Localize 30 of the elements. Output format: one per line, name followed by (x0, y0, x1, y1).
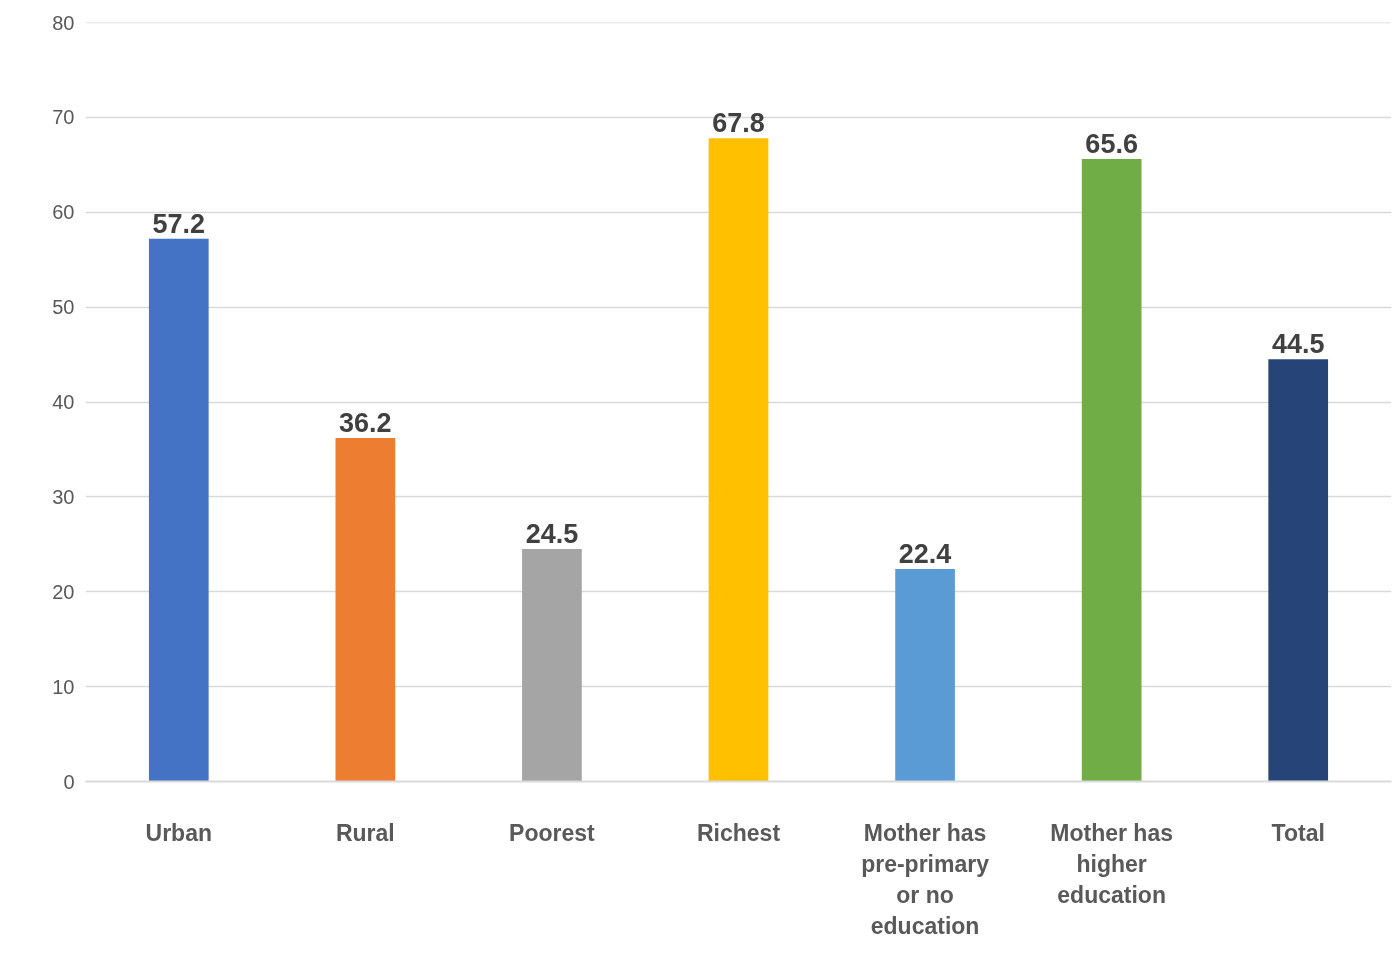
x-tick-label: Richest (696, 819, 781, 846)
data-label: 36.2 (339, 408, 392, 439)
data-label: 67.8 (712, 108, 765, 139)
bar (1268, 359, 1329, 782)
x-tick-label: Urban (145, 819, 213, 846)
x-tick-label: Total (1271, 819, 1325, 846)
y-tick-label: 30 (52, 485, 75, 508)
y-tick-label: 50 (52, 296, 75, 319)
x-tick-label: Poorest (509, 819, 596, 846)
y-tick-label: 40 (52, 391, 75, 413)
bar (335, 438, 396, 782)
bar (895, 568, 955, 782)
x-tick-label: Mother has higher education (1050, 819, 1173, 908)
data-label: 65.6 (1085, 129, 1138, 160)
y-tick-label: 10 (52, 675, 75, 698)
y-tick-label: 70 (52, 106, 75, 129)
x-tick-label: Mother has pre-primary or no education (861, 819, 990, 940)
bar (708, 138, 769, 782)
bar (522, 549, 582, 782)
data-label: 44.5 (1271, 329, 1325, 360)
bar (148, 238, 209, 782)
y-tick-label: 60 (52, 201, 75, 224)
x-tick-label: Rural (335, 819, 395, 846)
data-label: 57.2 (152, 208, 206, 239)
y-tick-label: 20 (52, 580, 75, 603)
y-tick-label: 80 (52, 11, 75, 34)
y-tick-label: 0 (63, 770, 75, 793)
data-label: 22.4 (898, 538, 952, 569)
data-label: 24.5 (525, 519, 579, 550)
bar (1081, 159, 1142, 782)
